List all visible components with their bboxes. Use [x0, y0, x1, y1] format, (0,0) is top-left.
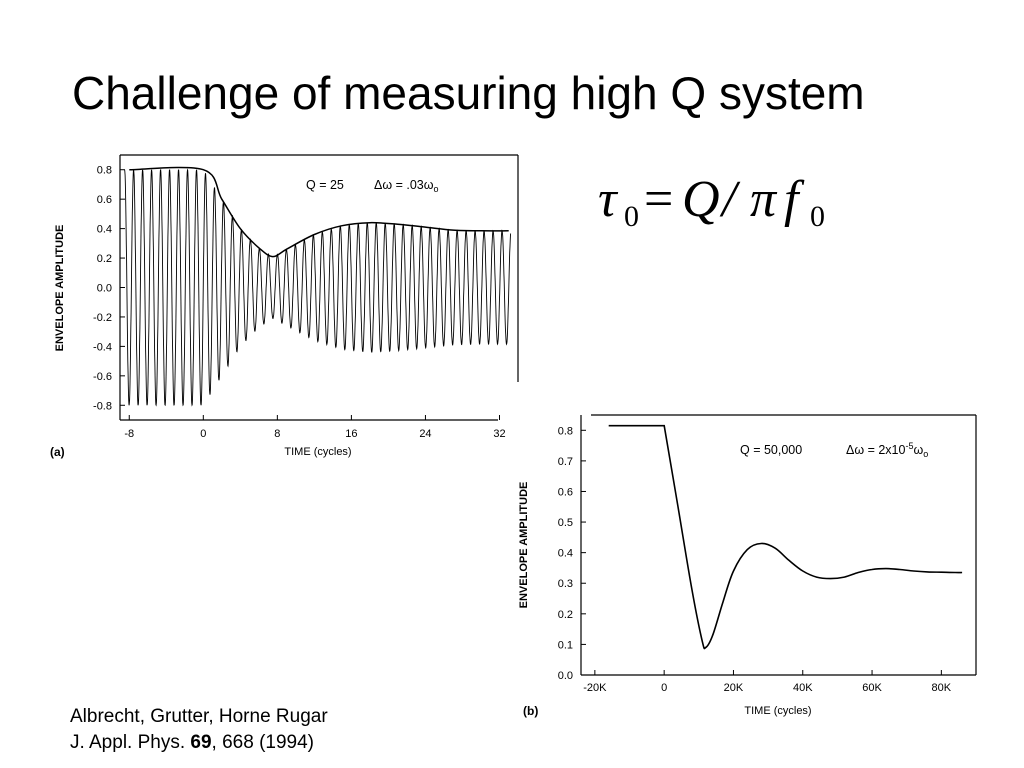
chart-b-annotation-q: Q = 50,000: [740, 443, 802, 457]
citation-journal: J. Appl. Phys.: [70, 732, 186, 753]
chart-b-ytick-label: 0.6: [558, 486, 573, 498]
chart-a-ytick-label: 0.0: [97, 283, 112, 295]
chart-a-ylabel: ENVELOPE AMPLITUDE: [54, 225, 66, 352]
chart-b-annotation-dw-main: Δω = 2x10: [846, 443, 906, 457]
chart-b-envelope-line: [608, 424, 963, 650]
chart-a-oscillation-trace: [124, 168, 512, 407]
citation-reference: J. Appl. Phys. 69, 668 (1994): [70, 730, 328, 756]
chart-a-panel-label: (a): [50, 445, 65, 459]
chart-b-panel-label: (b): [523, 704, 538, 718]
chart-b-xlabel: TIME (cycles): [744, 705, 811, 717]
slide-title: Challenge of measuring high Q system: [72, 67, 865, 119]
chart-a-ytick-label: 0.4: [97, 224, 112, 236]
formula-equals: =: [644, 171, 673, 228]
chart-b-envelope-q50000: 0.8 0.7 0.6 0.5 0.4 0.3 0.2 0.1 0.0 -20K 0 20K 40K 60…: [518, 414, 977, 718]
chart-b-xtick-label: 80K: [932, 682, 952, 694]
chart-b-annotation-dw-tail: ω: [913, 443, 923, 457]
formula-slash: /: [719, 171, 741, 228]
chart-a-xtick-label: 0: [200, 428, 206, 440]
chart-a-xtick-label: 8: [274, 428, 280, 440]
chart-a-xlabel: TIME (cycles): [284, 446, 351, 458]
chart-a-ytick-label: -0.4: [93, 341, 112, 353]
formula-q: Q: [682, 171, 720, 228]
chart-a-xtick-label: 16: [345, 428, 357, 440]
chart-a-ytick-label: 0.2: [97, 253, 112, 265]
chart-a-ticks: 0.8 0.6 0.4 0.2 0.0 -0.2 -0.4 -0.6 -0.8 -8 0 8 16 24 3…: [93, 165, 506, 440]
formula-tau-subscript: 0: [624, 200, 639, 233]
chart-a-ytick-label: -0.8: [93, 400, 112, 412]
chart-b-ytick-label: 0.0: [558, 670, 573, 682]
chart-b-xtick-label: 60K: [862, 682, 882, 694]
tau-formula: τ 0 = Q / π f 0: [598, 171, 825, 233]
chart-a-annotation-dw: Δω = .03ωo: [374, 178, 439, 194]
citation-authors: Albrecht, Grutter, Horne Rugar: [70, 706, 328, 727]
chart-a-ytick-label: 0.6: [97, 194, 112, 206]
chart-b-plot-frame: [580, 414, 977, 676]
chart-b-annotation-dw-exp: -5: [905, 441, 913, 451]
citation-pages-year: , 668 (1994): [211, 732, 315, 753]
chart-b-annotation-dw: Δω = 2x10-5ωo: [846, 441, 928, 459]
chart-a-ytick-label: 0.8: [97, 165, 112, 177]
chart-b-xtick-label: 0: [661, 682, 667, 694]
chart-a-xtick-label: -8: [124, 428, 134, 440]
formula-f-subscript: 0: [810, 200, 825, 233]
chart-b-ylabel: ENVELOPE AMPLITUDE: [518, 482, 530, 609]
citation-volume: 69: [190, 732, 212, 753]
chart-b-ytick-label: 0.2: [558, 609, 573, 621]
formula-f: f: [784, 171, 805, 228]
chart-b-ytick-label: 0.1: [558, 639, 573, 651]
chart-a-annotation-dw-sub: o: [434, 184, 439, 194]
formula-pi: π: [750, 171, 778, 228]
chart-b-ytick-label: 0.4: [558, 548, 573, 560]
chart-b-ytick-label: 0.3: [558, 578, 573, 590]
chart-a-ytick-label: -0.6: [93, 371, 112, 383]
chart-b-annotation-dw-sub: o: [923, 449, 928, 459]
chart-b-ytick-label: 0.8: [558, 425, 573, 437]
formula-tau: τ: [598, 171, 619, 228]
chart-a-xtick-label: 24: [419, 428, 431, 440]
chart-b-ytick-label: 0.7: [558, 456, 573, 468]
chart-a-annotation-dw-main: Δω = .03ω: [374, 178, 434, 192]
chart-b-xtick-label: 20K: [724, 682, 744, 694]
chart-b-ytick-label: 0.5: [558, 517, 573, 529]
chart-a-envelope-q25: 0.8 0.6 0.4 0.2 0.0 -0.2 -0.4 -0.6 -0.8 -8 0 8 16 24 3…: [50, 154, 519, 459]
chart-a-ytick-label: -0.2: [93, 312, 112, 324]
chart-a-envelope-line: [129, 166, 509, 258]
chart-b-xtick-label: -20K: [583, 682, 607, 694]
citation: Albrecht, Grutter, Horne Rugar J. Appl. …: [70, 704, 328, 756]
chart-a-annotation-q: Q = 25: [306, 178, 344, 192]
chart-b-ticks: 0.8 0.7 0.6 0.5 0.4 0.3 0.2 0.1 0.0 -20K 0 20K 40K 60…: [558, 425, 952, 694]
chart-a-xtick-label: 32: [493, 428, 505, 440]
chart-a-oscillation: [124, 168, 512, 407]
chart-b-xtick-label: 40K: [793, 682, 813, 694]
